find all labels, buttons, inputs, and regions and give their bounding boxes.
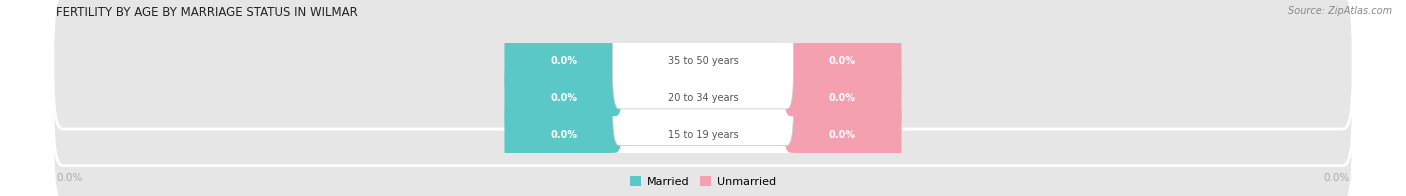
Text: 20 to 34 years: 20 to 34 years	[668, 93, 738, 103]
Text: 0.0%: 0.0%	[550, 93, 578, 103]
Text: 0.0%: 0.0%	[1323, 173, 1350, 183]
Text: 0.0%: 0.0%	[828, 130, 856, 140]
Text: Source: ZipAtlas.com: Source: ZipAtlas.com	[1288, 6, 1392, 16]
Text: 0.0%: 0.0%	[550, 56, 578, 66]
FancyBboxPatch shape	[783, 7, 901, 116]
Text: FERTILITY BY AGE BY MARRIAGE STATUS IN WILMAR: FERTILITY BY AGE BY MARRIAGE STATUS IN W…	[56, 6, 359, 19]
FancyBboxPatch shape	[783, 43, 901, 153]
FancyBboxPatch shape	[613, 87, 793, 182]
FancyBboxPatch shape	[505, 7, 623, 116]
Text: 35 to 50 years: 35 to 50 years	[668, 56, 738, 66]
FancyBboxPatch shape	[613, 14, 793, 109]
FancyBboxPatch shape	[53, 30, 1353, 166]
FancyBboxPatch shape	[505, 80, 623, 189]
FancyBboxPatch shape	[505, 43, 623, 153]
FancyBboxPatch shape	[53, 67, 1353, 196]
FancyBboxPatch shape	[613, 51, 793, 145]
Text: 0.0%: 0.0%	[828, 56, 856, 66]
Text: 0.0%: 0.0%	[550, 130, 578, 140]
FancyBboxPatch shape	[783, 80, 901, 189]
Text: 0.0%: 0.0%	[828, 93, 856, 103]
Text: 15 to 19 years: 15 to 19 years	[668, 130, 738, 140]
FancyBboxPatch shape	[53, 0, 1353, 129]
Text: 0.0%: 0.0%	[56, 173, 83, 183]
Legend: Married, Unmarried: Married, Unmarried	[630, 176, 776, 187]
